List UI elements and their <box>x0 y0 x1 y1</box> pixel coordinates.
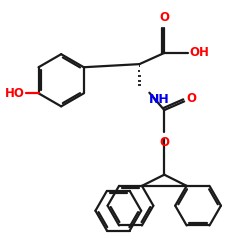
Text: OH: OH <box>189 46 209 60</box>
Text: HO: HO <box>4 87 24 100</box>
Text: O: O <box>159 11 169 24</box>
Text: O: O <box>187 92 197 106</box>
Text: NH: NH <box>149 93 170 106</box>
Text: O: O <box>159 136 169 149</box>
